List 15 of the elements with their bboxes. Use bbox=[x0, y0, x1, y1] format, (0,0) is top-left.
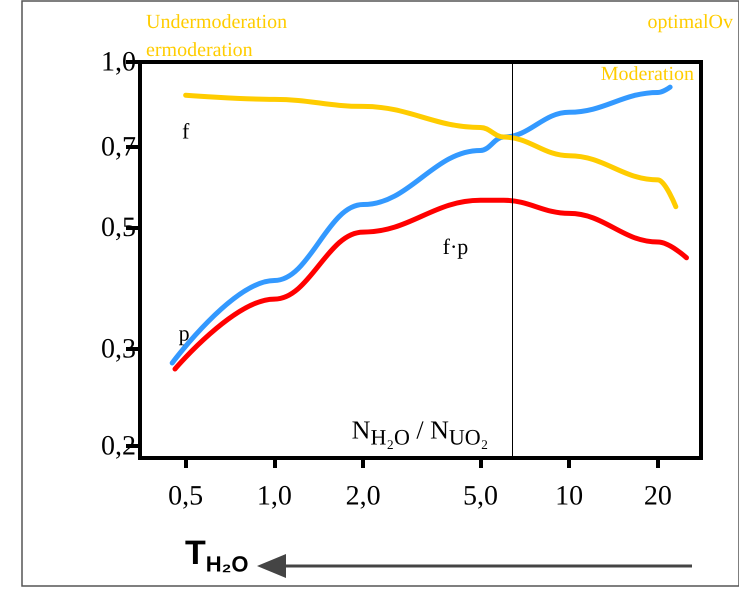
y-tick-label: 0,7 bbox=[101, 132, 136, 163]
x-tick-label: 10 bbox=[555, 480, 584, 512]
series-label: p bbox=[178, 320, 190, 346]
series-label: f bbox=[182, 118, 190, 144]
x-tick-label: 1,0 bbox=[256, 480, 292, 512]
annotation: Moderation bbox=[600, 63, 694, 85]
y-tick-label: 0,2 bbox=[101, 430, 136, 462]
x-tick-label: 20 bbox=[644, 480, 672, 512]
x-tick-label: 5,0 bbox=[462, 480, 498, 512]
x-tick-label: 2,0 bbox=[346, 480, 381, 512]
series-label: f·p bbox=[442, 234, 468, 259]
text: ermoderation bbox=[146, 39, 253, 61]
text: optimalOv bbox=[647, 11, 733, 33]
text: Undermoderation bbox=[146, 11, 288, 33]
x-tick-label: 0,5 bbox=[168, 480, 204, 512]
